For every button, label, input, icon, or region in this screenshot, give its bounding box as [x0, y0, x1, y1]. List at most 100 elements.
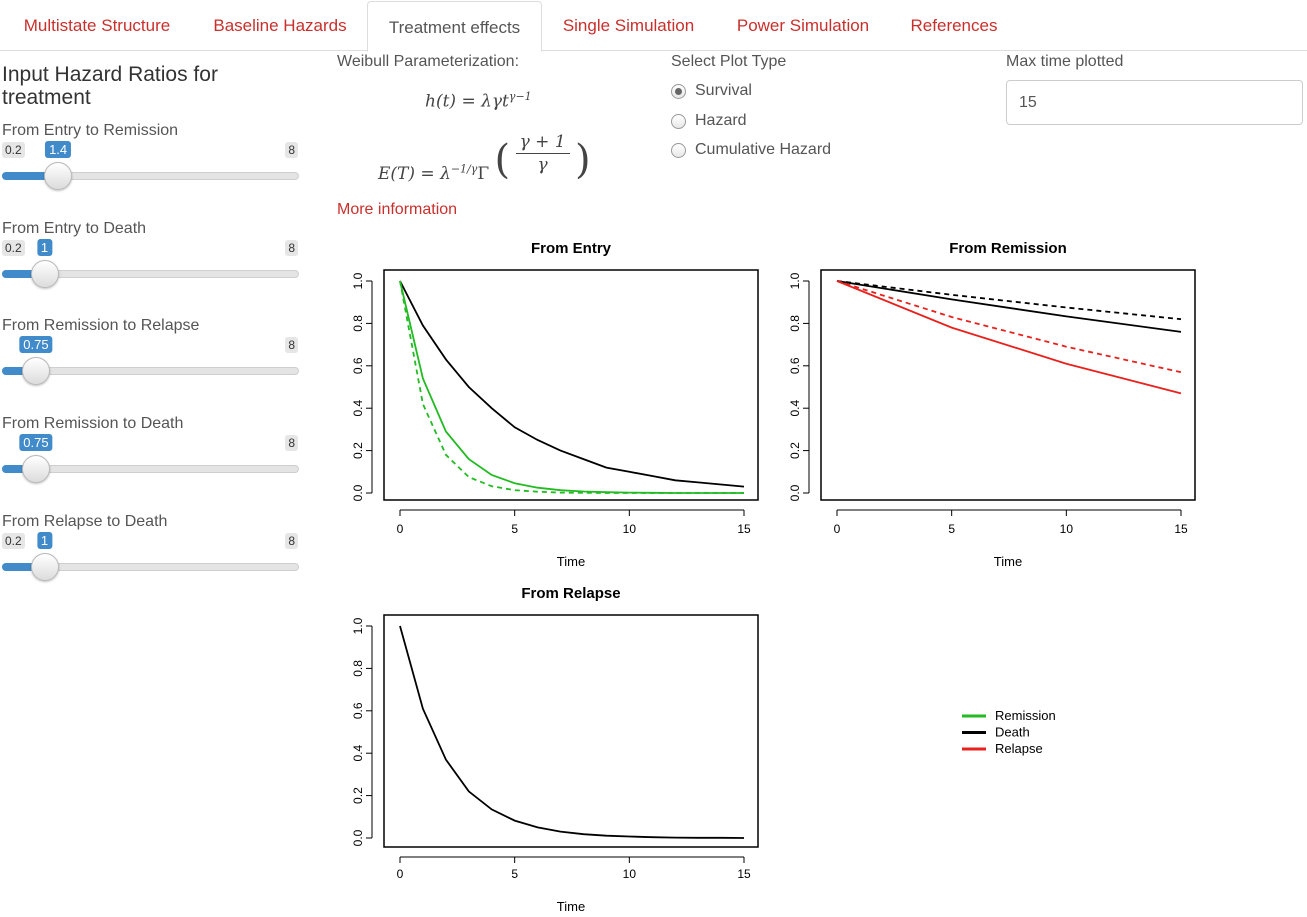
- slider-max-label: 8: [285, 337, 298, 353]
- series-line-0: [399, 280, 745, 488]
- slider-label: From Remission to Relapse: [2, 317, 200, 334]
- slider-value-label: 0.75: [19, 336, 53, 353]
- more-information-link[interactable]: More information: [337, 201, 458, 218]
- y-tick-label: 1.0: [788, 272, 802, 289]
- y-tick-label: 0.2: [351, 442, 365, 459]
- radio-survival-circle[interactable]: [671, 83, 686, 99]
- slider-min-label: 0.2: [2, 142, 25, 158]
- x-tick-label: 10: [623, 522, 637, 536]
- max-time-input[interactable]: [1006, 80, 1303, 125]
- x-tick-label: 0: [397, 867, 404, 881]
- y-tick-label: 0.8: [351, 660, 365, 677]
- max-time-label: Max time plotted: [1006, 53, 1124, 70]
- radio-cumulative-hazard[interactable]: Cumulative Hazard: [671, 139, 831, 161]
- tab-references[interactable]: References: [910, 16, 998, 35]
- slider-fill: [2, 172, 59, 180]
- expectation-formula: E(T) = λ−1/γΓ ( γ + 1 γ ): [378, 132, 591, 184]
- slider-label: From Remission to Death: [2, 415, 184, 432]
- slider-min-label: 0.2: [2, 533, 25, 549]
- plot-title: From Remission: [949, 240, 1067, 257]
- y-tick-label: 0.6: [351, 702, 365, 719]
- plot-type-label: Select Plot Type: [671, 53, 787, 70]
- slider-max-label: 8: [285, 533, 298, 549]
- slider-fill: [2, 563, 45, 571]
- slider-handle[interactable]: [21, 357, 50, 385]
- y-tick-label: 0.0: [351, 484, 365, 501]
- slider-value-label: 1: [36, 239, 53, 256]
- slider-fill: [2, 465, 36, 473]
- y-tick-label: 0.8: [351, 315, 365, 332]
- radio-cumulative-hazard-label: Cumulative Hazard: [695, 141, 832, 158]
- slider-fill: [2, 367, 36, 375]
- hazard-ratio-slider-1[interactable]: From Entry to Death 0.2 8 1: [2, 220, 300, 300]
- radio-hazard-circle[interactable]: [671, 113, 686, 129]
- plot-box: [383, 614, 759, 848]
- x-axis-label: Time: [557, 554, 585, 569]
- plot-title: From Relapse: [521, 585, 620, 602]
- y-tick-label: 0.2: [351, 787, 365, 804]
- weibull-label: Weibull Parameterization:: [337, 53, 520, 70]
- x-tick-label: 15: [737, 522, 751, 536]
- slider-value-label: 0.75: [19, 434, 53, 451]
- x-tick-label: 15: [1174, 522, 1188, 536]
- plot-box: [383, 269, 759, 501]
- hazard-ratio-slider-3[interactable]: From Remission to Death 8 0.75: [2, 415, 300, 495]
- hazard-formula: h(t) = λγtγ−1: [425, 90, 532, 112]
- tab-baseline-hazards[interactable]: Baseline Hazards: [213, 16, 347, 35]
- legend-label: Death: [995, 725, 1030, 740]
- y-tick-label: 0.0: [351, 829, 365, 846]
- x-tick-label: 5: [511, 522, 518, 536]
- slider-handle[interactable]: [30, 553, 59, 581]
- slider-handle[interactable]: [30, 260, 59, 288]
- tab-power-simulation[interactable]: Power Simulation: [736, 16, 870, 35]
- x-axis-label: Time: [994, 554, 1022, 569]
- x-tick-label: 10: [1060, 522, 1074, 536]
- radio-survival[interactable]: Survival: [671, 80, 752, 102]
- x-tick-label: 15: [737, 867, 751, 881]
- y-tick-label: 1.0: [351, 272, 365, 289]
- x-tick-label: 0: [834, 522, 841, 536]
- legend-label: Remission: [995, 708, 1056, 723]
- y-tick-label: 0.4: [351, 745, 365, 762]
- hazard-ratio-slider-0[interactable]: From Entry to Remission 0.2 8 1.4: [2, 122, 300, 202]
- slider-handle[interactable]: [21, 455, 50, 483]
- radio-hazard-label: Hazard: [695, 112, 747, 129]
- slider-handle[interactable]: [44, 162, 73, 190]
- plot-title: From Entry: [531, 240, 612, 257]
- y-tick-label: 0.6: [788, 357, 802, 374]
- series-line-2: [399, 280, 744, 494]
- y-tick-label: 0.0: [788, 484, 802, 501]
- series-line-0: [399, 625, 745, 839]
- radio-hazard[interactable]: Hazard: [671, 110, 747, 132]
- slider-label: From Entry to Remission: [2, 122, 179, 139]
- radio-survival-label: Survival: [695, 82, 752, 99]
- slider-fill: [2, 270, 45, 278]
- series-line-3: [836, 280, 1182, 395]
- plot-box: [820, 269, 1196, 501]
- y-tick-label: 0.4: [351, 400, 365, 417]
- y-tick-label: 0.2: [788, 442, 802, 459]
- x-tick-label: 5: [948, 522, 955, 536]
- hazard-ratio-slider-4[interactable]: From Relapse to Death 0.2 8 1: [2, 513, 300, 593]
- slider-max-label: 8: [285, 240, 298, 256]
- y-tick-label: 0.8: [788, 315, 802, 332]
- slider-label: From Relapse to Death: [2, 513, 168, 530]
- x-tick-label: 0: [397, 522, 404, 536]
- y-tick-label: 1.0: [351, 617, 365, 634]
- tab-multistate-structure[interactable]: Multistate Structure: [23, 16, 171, 35]
- series-line-1: [836, 280, 1182, 333]
- radio-cumulative-hazard-circle[interactable]: [671, 142, 686, 158]
- slider-value-label: 1: [36, 532, 53, 549]
- slider-max-label: 8: [285, 435, 298, 451]
- tab-treatment-effects[interactable]: Treatment effects: [367, 1, 542, 52]
- x-tick-label: 10: [623, 867, 637, 881]
- tab-single-simulation[interactable]: Single Simulation: [562, 16, 695, 35]
- x-axis-label: Time: [557, 899, 585, 914]
- y-tick-label: 0.6: [351, 357, 365, 374]
- hazard-ratio-slider-2[interactable]: From Remission to Relapse 8 0.75: [2, 317, 300, 397]
- legend-label: Relapse: [995, 741, 1043, 756]
- series-line-0: [836, 280, 1182, 321]
- tab-bar: Multistate Structure Baseline Hazards Tr…: [0, 0, 1307, 52]
- slider-value-label: 1.4: [45, 141, 72, 158]
- slider-min-label: 0.2: [2, 240, 25, 256]
